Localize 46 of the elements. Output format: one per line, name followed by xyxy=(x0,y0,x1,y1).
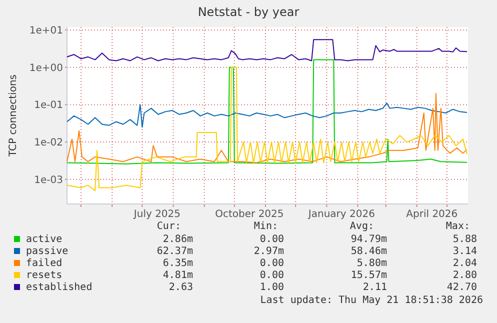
x-tick-label: January 2026 xyxy=(307,209,375,220)
text: 94.79m xyxy=(350,234,387,245)
x-tick-label: April 2026 xyxy=(406,209,458,220)
text: 0.00 xyxy=(260,234,284,245)
line-series xyxy=(66,92,468,164)
text: 2.11 xyxy=(362,282,387,293)
y-axis-title: TCP connections xyxy=(8,74,19,158)
y-tick-label: 1e-03 xyxy=(34,174,63,186)
text: Max: xyxy=(446,221,470,232)
text: 0.00 xyxy=(260,270,284,281)
text: 0.00 xyxy=(260,258,284,269)
text: 1.00 xyxy=(260,282,284,293)
legend-label: active xyxy=(26,234,62,245)
x-tick-label: July 2025 xyxy=(132,209,181,220)
line-series xyxy=(66,59,468,164)
line-series xyxy=(66,39,468,62)
legend-label: failed xyxy=(26,258,62,269)
legend-label: passive xyxy=(26,246,68,257)
text: 2.97m xyxy=(254,246,284,257)
text: 58.46m xyxy=(350,246,387,257)
y-tick-label: 1e+00 xyxy=(29,62,63,74)
text: Cur: xyxy=(156,221,181,232)
text: 62.37m xyxy=(156,246,193,257)
text: 5.80m xyxy=(356,258,387,269)
y-tick-label: 1e-02 xyxy=(34,138,63,149)
text: Min: xyxy=(254,221,278,232)
text: 2.63 xyxy=(168,282,193,293)
text: 2.86m xyxy=(162,234,193,245)
line-series xyxy=(66,102,468,128)
text: Last update: Thu May 21 18:51:38 2026 xyxy=(260,295,483,306)
y-tick-label: 1e+01 xyxy=(29,25,63,36)
line-series xyxy=(66,66,468,192)
text: 6.35m xyxy=(162,258,193,269)
y-tick-label: 1e-01 xyxy=(34,100,63,112)
legend-label: established xyxy=(26,282,92,293)
legend-label: resets xyxy=(26,270,62,281)
text: 3.14 xyxy=(452,246,477,257)
text: 4.81m xyxy=(162,270,193,281)
x-tick-label: October 2025 xyxy=(215,209,284,220)
text: 2.04 xyxy=(452,258,477,269)
text: 5.88 xyxy=(452,234,477,245)
text: 2.80 xyxy=(452,270,477,281)
text: 15.57m xyxy=(350,270,387,281)
text: 42.70 xyxy=(446,282,477,293)
text: Avg: xyxy=(350,221,374,232)
chart-title: Netstat - by year xyxy=(198,5,300,19)
